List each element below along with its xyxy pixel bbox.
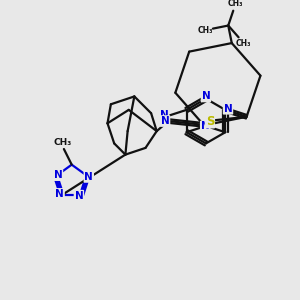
Text: N: N	[160, 110, 169, 119]
Text: N: N	[161, 116, 170, 126]
Text: CH₃: CH₃	[197, 26, 213, 35]
Text: N: N	[202, 92, 210, 101]
Text: N: N	[55, 189, 64, 199]
Text: CH₃: CH₃	[236, 39, 251, 48]
Text: N: N	[201, 122, 209, 131]
Text: N: N	[74, 191, 83, 201]
Text: CH₃: CH₃	[228, 0, 244, 8]
Text: N: N	[54, 170, 62, 180]
Text: CH₃: CH₃	[54, 138, 72, 147]
Text: S: S	[206, 115, 214, 128]
Text: N: N	[224, 104, 232, 114]
Text: N: N	[84, 172, 93, 182]
